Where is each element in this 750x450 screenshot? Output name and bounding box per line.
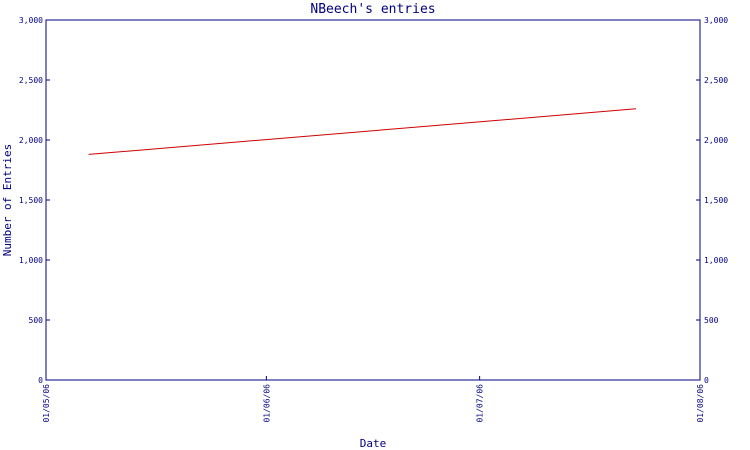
y-tick-label-left: 2,000 [19,136,43,145]
plot-frame [45,19,701,381]
y-tick-label-left: 500 [29,316,44,325]
y-tick-label-left: 1,000 [19,256,43,265]
y-tick-label-right: 500 [704,316,719,325]
y-tick-label-right: 2,500 [704,76,728,85]
y-tick-label-right: 3,000 [704,16,728,25]
y-tick-label-right: 2,000 [704,136,728,145]
x-tick-label: 01/05/06 [42,384,51,423]
x-tick-label: 01/08/06 [696,384,705,423]
x-tick-label: 01/06/06 [262,384,271,423]
y-tick-label-right: 0 [704,376,709,385]
x-axis-ticks: 01/05/06 01/06/06 01/07/06 01/08/06 [42,376,705,423]
y-tick-label-left: 3,000 [19,16,43,25]
y-axis-label: Number of Entries [1,144,14,257]
x-tick-label: 01/07/06 [476,384,485,423]
y-axis-ticks: 0 0 500 500 1,000 1,000 1,500 1,500 2,000 2,000 2,… [19,16,728,385]
y-tick-label-left: 0 [38,376,43,385]
series-layer [88,108,637,155]
y-tick-label-right: 1,000 [704,256,728,265]
y-tick-label-right: 1,500 [704,196,728,205]
y-tick-label-left: 1,500 [19,196,43,205]
y-tick-label-left: 2,500 [19,76,43,85]
x-axis-label: Date [360,437,387,450]
chart-title: NBeech's entries [310,2,435,17]
series-line-0 [88,108,637,155]
